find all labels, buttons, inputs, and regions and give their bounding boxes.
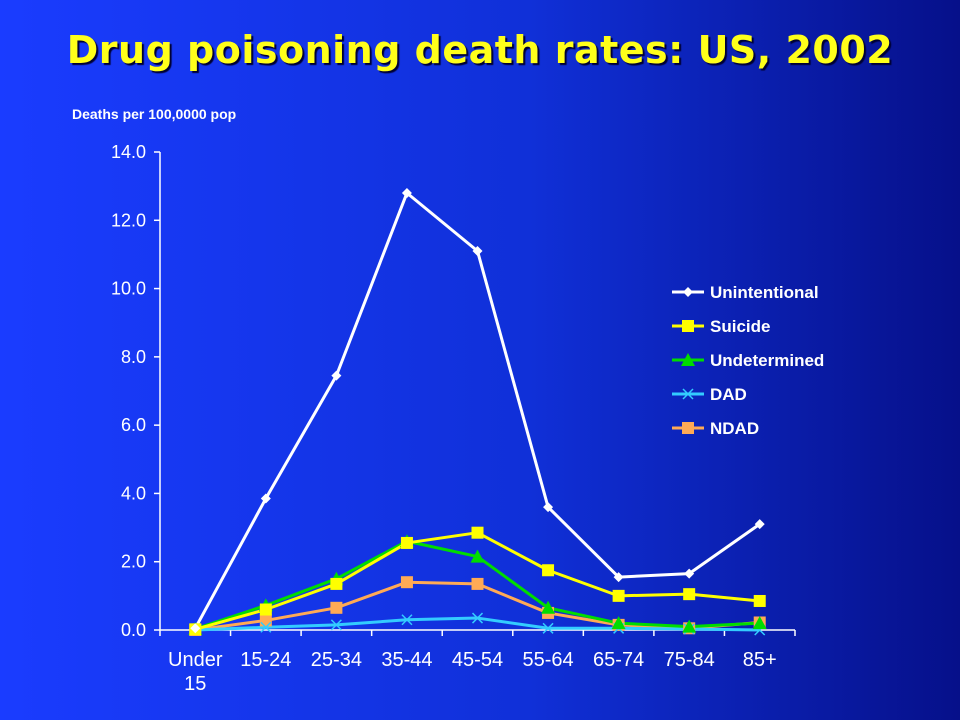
data-point (330, 577, 343, 590)
data-point (471, 577, 484, 590)
legend-marker (682, 320, 694, 332)
data-point (682, 619, 697, 633)
data-point (543, 502, 554, 513)
data-point (752, 616, 767, 630)
legend-label: Undetermined (710, 351, 824, 370)
legend-marker (682, 388, 694, 400)
x-tick-label: 25-34 (311, 649, 362, 671)
data-point (401, 614, 413, 626)
data-point (401, 187, 412, 198)
x-tick-label: 65-74 (593, 649, 644, 671)
data-point (541, 600, 556, 614)
data-point (683, 588, 696, 601)
data-point (613, 572, 624, 583)
legend-marker (683, 287, 693, 297)
x-tick-label: 75-84 (664, 649, 715, 671)
data-point (470, 549, 485, 563)
series-markers (188, 187, 767, 636)
x-tick-label: 45-54 (452, 649, 503, 671)
data-point (330, 619, 342, 631)
x-tick-label: 85+ (743, 649, 777, 671)
data-point (542, 564, 555, 577)
data-point (612, 589, 625, 602)
y-axis-label: Deaths per 100,0000 pop (72, 106, 236, 122)
data-point (260, 493, 271, 504)
data-point (331, 370, 342, 381)
legend-marker (682, 422, 694, 434)
y-tick-label: 6.0 (121, 415, 146, 435)
data-point (611, 616, 626, 630)
data-point (259, 603, 272, 616)
x-tick-label: 35-44 (381, 649, 432, 671)
data-point (259, 614, 272, 627)
legend-label: DAD (710, 385, 747, 404)
legend-marker (681, 353, 695, 366)
series-line (195, 616, 760, 632)
y-tick-label: 14.0 (111, 142, 146, 162)
legend-label: Unintentional (710, 283, 819, 302)
data-point (542, 622, 554, 634)
legend-label: NDAD (710, 419, 759, 438)
data-point (400, 576, 413, 589)
data-point (400, 536, 413, 549)
data-point (754, 519, 765, 530)
data-point (471, 612, 484, 624)
axes: 0.0 2.0 4.0 6.0 8.0 10.0 12.0 14.0 Under 15 15-24 2… (111, 142, 796, 695)
data-point (472, 246, 483, 257)
x-tick-label: 15-24 (240, 649, 291, 671)
y-tick-label: 12.0 (111, 210, 146, 230)
chart-title: Drug poisoning death rates: US, 2002 (66, 28, 894, 72)
y-tick-label: 2.0 (121, 552, 146, 572)
data-point (684, 568, 695, 579)
data-point (330, 601, 343, 614)
x-tick-label: Under 15 (168, 649, 223, 695)
y-tick-label: 0.0 (121, 620, 146, 640)
data-point (753, 594, 766, 607)
legend-label: Suicide (710, 317, 770, 336)
y-tick-label: 8.0 (121, 347, 146, 367)
legend: Unintentional Suicide Undetermined DAD NDAD (672, 283, 824, 438)
data-point (260, 621, 272, 633)
data-point (471, 526, 484, 539)
y-tick-label: 10.0 (111, 279, 146, 299)
data-point (190, 623, 201, 634)
series-lines (193, 191, 761, 632)
y-tick-label: 4.0 (121, 483, 146, 503)
series-line (193, 191, 761, 630)
x-tick-label: 55-64 (522, 649, 573, 671)
